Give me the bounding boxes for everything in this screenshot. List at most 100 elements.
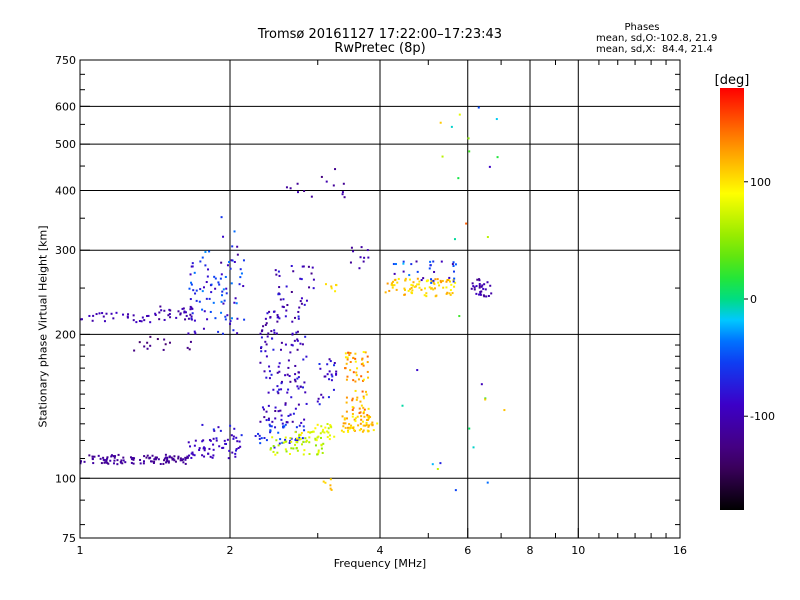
data-point	[277, 392, 280, 395]
data-point	[299, 300, 302, 303]
data-point	[366, 370, 369, 373]
data-point	[430, 287, 433, 290]
y-tick-label: 400	[55, 184, 76, 197]
data-point	[212, 454, 215, 457]
data-point	[204, 250, 207, 253]
data-point	[332, 184, 335, 187]
data-point	[132, 314, 135, 317]
data-point	[402, 262, 405, 265]
data-point	[296, 191, 299, 194]
data-point	[358, 267, 361, 270]
data-point	[218, 283, 221, 286]
data-point	[368, 415, 371, 418]
data-point	[285, 450, 288, 453]
data-point	[479, 292, 482, 295]
data-point	[288, 441, 291, 444]
data-point	[292, 412, 295, 415]
data-point	[296, 348, 299, 351]
data-point	[284, 343, 287, 346]
data-point	[113, 459, 116, 462]
data-point	[342, 425, 345, 428]
data-point	[329, 487, 332, 490]
data-point	[298, 433, 301, 436]
data-point	[195, 289, 198, 292]
data-point	[299, 433, 302, 436]
data-point	[478, 278, 481, 281]
data-point	[276, 451, 279, 454]
data-point	[297, 403, 300, 406]
data-point	[362, 406, 365, 409]
data-point	[454, 489, 457, 492]
data-point	[270, 330, 273, 333]
data-point	[260, 437, 263, 440]
data-point	[323, 431, 326, 434]
data-point	[284, 374, 287, 377]
data-point	[190, 281, 193, 284]
data-point	[436, 468, 439, 471]
data-point	[190, 306, 193, 309]
data-point	[435, 294, 438, 297]
data-point	[212, 443, 215, 446]
data-point	[335, 370, 338, 373]
y-tick-label: 100	[55, 472, 76, 485]
data-point	[299, 277, 302, 280]
data-point	[267, 417, 270, 420]
data-point	[234, 297, 237, 300]
data-point	[327, 396, 330, 399]
data-point	[289, 187, 292, 190]
data-point	[368, 424, 371, 427]
data-point	[198, 300, 201, 303]
data-point	[489, 284, 492, 287]
data-point	[326, 436, 329, 439]
data-point	[428, 267, 431, 270]
data-point	[186, 346, 189, 349]
data-point	[422, 277, 425, 280]
data-point	[315, 439, 318, 442]
data-point	[153, 458, 156, 461]
data-point	[213, 429, 216, 432]
data-point	[294, 443, 297, 446]
data-point	[286, 421, 289, 424]
data-point	[484, 397, 487, 400]
data-point	[396, 281, 399, 284]
data-point	[478, 293, 481, 296]
data-point	[208, 297, 211, 300]
data-point	[274, 453, 277, 456]
data-point	[98, 312, 101, 315]
data-point	[239, 276, 242, 279]
data-point	[141, 316, 144, 319]
data-point	[265, 355, 268, 358]
data-point	[294, 380, 297, 383]
data-point	[210, 283, 213, 286]
data-point	[486, 281, 489, 284]
data-point	[219, 429, 222, 432]
data-point	[299, 342, 302, 345]
data-point	[259, 442, 262, 445]
data-point	[395, 288, 398, 291]
data-point	[320, 425, 323, 428]
data-point	[122, 456, 125, 459]
data-point	[236, 317, 239, 320]
data-point	[425, 295, 428, 298]
data-point	[329, 478, 332, 481]
data-point	[278, 274, 281, 277]
data-point	[272, 348, 275, 351]
data-point	[351, 415, 354, 418]
data-point	[146, 454, 149, 457]
data-point	[164, 343, 167, 346]
data-point	[190, 452, 193, 455]
data-point	[432, 281, 435, 284]
data-point	[260, 346, 263, 349]
data-point	[224, 315, 227, 318]
data-point	[332, 388, 335, 391]
data-point	[263, 436, 266, 439]
data-point	[278, 388, 281, 391]
data-point	[121, 462, 124, 465]
data-point	[329, 425, 332, 428]
data-point	[190, 315, 193, 318]
data-point	[274, 406, 277, 409]
data-point	[204, 264, 207, 267]
data-point	[217, 426, 220, 429]
data-point	[233, 230, 236, 233]
